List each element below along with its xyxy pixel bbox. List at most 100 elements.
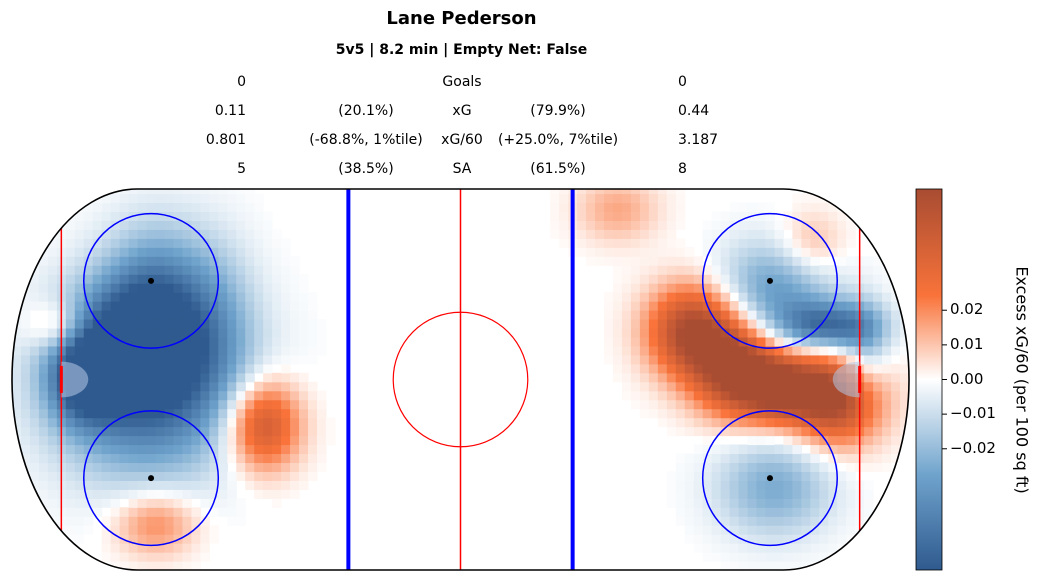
heat-cell	[218, 390, 228, 401]
heat-cell	[74, 435, 85, 446]
heat-cell	[738, 310, 749, 320]
heat-cell	[254, 274, 264, 284]
heat-cell	[227, 220, 237, 230]
heat-cell	[792, 310, 802, 320]
heat-cell	[316, 462, 327, 472]
heat-cell	[47, 301, 58, 311]
heat-cell	[12, 498, 22, 508]
heat-cell	[74, 318, 85, 329]
heat-cell	[747, 256, 758, 266]
heat-cell	[711, 399, 722, 410]
heat-cell	[12, 372, 22, 383]
heat-cell	[119, 318, 130, 329]
heat-cell	[882, 408, 892, 419]
heat-cell	[218, 211, 228, 221]
heat-cell	[612, 256, 623, 266]
heat-cell	[828, 471, 838, 481]
heat-cell	[191, 336, 201, 347]
heat-cell	[801, 552, 811, 562]
heat-cell	[308, 444, 318, 455]
heat-cell	[693, 274, 704, 284]
heat-cell	[236, 462, 246, 472]
heat-cell	[38, 453, 49, 464]
heat-cell	[146, 265, 157, 275]
heat-cell	[209, 390, 219, 401]
heat-cell	[693, 381, 704, 392]
heat-cell	[245, 238, 255, 248]
heat-cell	[74, 211, 85, 221]
heat-cell	[137, 525, 148, 535]
heat-cell	[765, 381, 776, 392]
heat-cell	[621, 354, 632, 365]
heat-cell	[281, 327, 291, 338]
heat-cell	[173, 471, 184, 481]
heat-cell	[621, 247, 632, 257]
heat-cell	[218, 265, 228, 275]
heat-cell	[801, 274, 811, 284]
heat-cell	[657, 238, 668, 248]
heat-cell	[630, 292, 641, 302]
heat-cell	[245, 301, 255, 311]
heat-cell	[173, 310, 184, 320]
heat-cell	[675, 489, 686, 499]
heat-cell	[801, 354, 811, 365]
heat-cell	[720, 354, 731, 365]
heat-cell	[290, 336, 300, 347]
heat-cell	[729, 534, 740, 544]
heat-cell	[173, 274, 184, 284]
heat-cell	[299, 354, 309, 365]
heat-cell	[101, 471, 112, 481]
heat-cell	[128, 247, 139, 257]
heat-cell	[290, 435, 300, 446]
heat-cell	[711, 426, 722, 437]
heat-cell	[747, 363, 758, 374]
heat-cell	[783, 543, 793, 553]
heat-cell	[254, 220, 264, 230]
heat-cell	[604, 193, 614, 204]
heat-cell	[819, 372, 829, 383]
heat-cell	[173, 292, 184, 302]
heat-cell	[209, 211, 219, 221]
heat-cell	[729, 408, 740, 419]
faceoff-circle	[701, 212, 838, 349]
heat-cell	[657, 247, 668, 257]
heat-cell	[128, 444, 139, 455]
heat-cell	[810, 229, 820, 239]
heat-cell	[604, 229, 614, 239]
heat-cell	[92, 390, 103, 401]
heat-cell	[738, 345, 749, 356]
heat-cell	[209, 256, 219, 266]
heat-cell	[639, 318, 650, 329]
heat-cell	[882, 292, 892, 302]
heat-cell	[128, 193, 139, 204]
heat-cell	[254, 318, 264, 329]
heat-cell	[792, 408, 802, 419]
heat-cell	[263, 301, 273, 311]
heat-cell	[110, 435, 121, 446]
heat-cell	[666, 220, 677, 230]
heat-cell	[128, 229, 139, 239]
heat-cell	[110, 516, 121, 526]
heat-cell	[38, 327, 49, 338]
heat-cell	[20, 408, 31, 419]
heat-cell	[137, 318, 148, 329]
heat-cell	[774, 507, 785, 517]
faceoff-dot	[148, 475, 155, 482]
heat-cell	[236, 435, 246, 446]
heat-cell	[173, 462, 184, 472]
heat-cell	[702, 390, 713, 401]
heat-cell	[128, 301, 139, 311]
heat-cell	[666, 310, 677, 320]
heat-cell	[648, 390, 659, 401]
heat-cell	[738, 408, 749, 419]
heat-cell	[801, 283, 811, 293]
heat-cell	[272, 498, 282, 508]
heat-cell	[756, 327, 767, 338]
heat-cell	[819, 417, 829, 428]
heat-cell	[828, 247, 838, 257]
heat-cell	[810, 336, 820, 347]
heat-cell	[29, 345, 40, 356]
heat-cell	[146, 345, 157, 356]
heat-cell	[119, 471, 130, 481]
heat-cell	[119, 435, 130, 446]
